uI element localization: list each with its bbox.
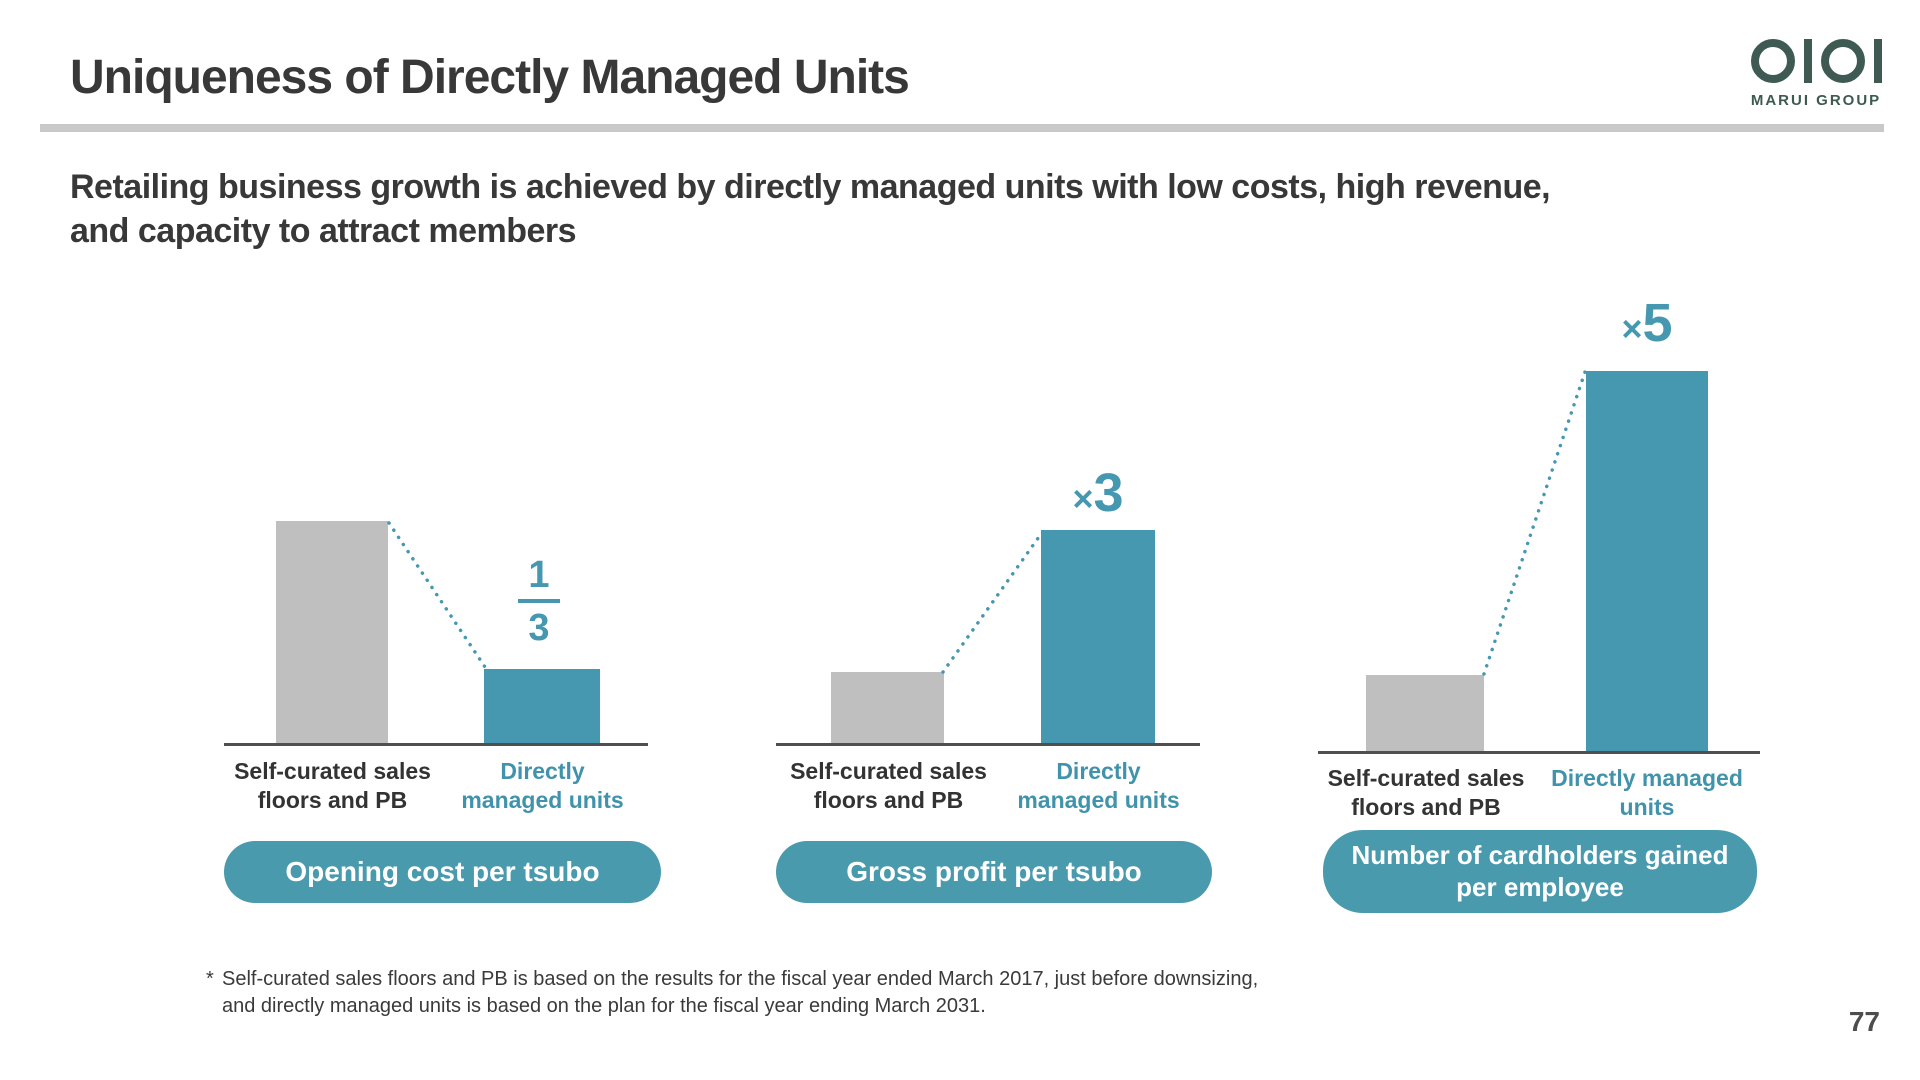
chart2-title: Gross profit per tsubo [846,856,1142,887]
footnote: * Self-curated sales floors and PB is ba… [206,966,1258,1020]
label-line: Self-curated sales [790,758,987,784]
chart3-axis-baseline [1318,751,1760,754]
label-line: Directly managed [1551,765,1743,791]
chart2-bar-self-curated [831,672,944,743]
chart2-label-directly-managed: Directly managed units [976,757,1221,815]
chart3-multiplier-x5: ×5 [1587,292,1707,354]
label-line: Directly [500,758,585,784]
footnote-line-2: and directly managed units is based on t… [222,995,986,1017]
chart3-bar-self-curated [1366,675,1484,751]
chart1-label-directly-managed: Directly managed units [420,757,665,815]
logo-brand-text: MARUI GROUP [1750,92,1882,109]
logo-circle-icon [1750,39,1795,83]
label-line: Self-curated sales [234,758,431,784]
chart3-title-line-1: Number of cardholders gained [1351,840,1729,871]
chart1-title-pill: Opening cost per tsubo [224,841,661,903]
chart2-bar-directly-managed [1041,530,1155,743]
multiplier-value: 5 [1642,293,1673,353]
label-line: Self-curated sales [1327,765,1525,791]
page-number: 77 [1848,1006,1880,1037]
marui-group-logo: MARUI GROUP [1750,38,1882,109]
multiplier-value: 3 [1093,463,1124,523]
chart1-label-self-curated: Self-curated sales floors and PB [210,757,455,815]
logo-bar-icon [1803,39,1812,83]
multiplier-sign: × [1621,308,1643,349]
label-line: managed units [461,786,624,813]
page-title: Uniqueness of Directly Managed Units [70,51,910,104]
chart1-bar-directly-managed [484,669,600,743]
label-line: managed units [1017,786,1180,813]
chart3-bar-directly-managed [1586,371,1708,751]
label-line: floors and PB [257,786,408,813]
label-line: units [1619,793,1675,820]
chart2-title-pill: Gross profit per tsubo [776,841,1212,903]
chart3-trend-dotted-line [1482,367,1588,676]
footnote-asterisk: * [206,968,214,990]
fraction-denominator: 3 [528,607,550,649]
subtitle-line-2: and capacity to attract members [70,211,577,250]
fraction-numerator: 1 [528,554,550,596]
label-line: Directly [1056,758,1141,784]
oioi-logo-icon [1750,38,1882,84]
chart1-fraction-one-third: 1 3 [506,556,572,647]
chart1-bar-self-curated [276,521,388,743]
label-line: floors and PB [1351,793,1501,820]
multiplier-sign: × [1072,478,1094,519]
footnote-text: Self-curated sales floors and PB is base… [222,966,1258,1020]
chart3-title-pill: Number of cardholders gained per employe… [1323,830,1757,913]
chart3-label-self-curated: Self-curated sales floors and PB [1302,764,1550,822]
logo-bar-icon [1873,39,1882,83]
chart1-trend-dotted-line [387,521,487,669]
footnote-line-1: Self-curated sales floors and PB is base… [222,968,1259,990]
chart1-axis-baseline [224,743,648,746]
chart1-title: Opening cost per tsubo [285,856,600,887]
chart3-title-line-2: per employee [1456,871,1624,902]
chart2-axis-baseline [776,743,1200,746]
slide-subtitle: Retailing business growth is achieved by… [70,166,1551,253]
chart3-label-directly-managed: Directly managed units [1514,764,1780,822]
logo-circle-icon [1820,39,1865,83]
chart2-trend-dotted-line [941,532,1043,674]
label-line: floors and PB [813,786,964,813]
subtitle-line-1: Retailing business growth is achieved by… [70,168,1551,206]
fraction-bar [518,599,560,603]
chart2-multiplier-x3: ×3 [1038,462,1158,524]
chart2-label-self-curated: Self-curated sales floors and PB [766,757,1011,815]
header-divider [40,124,1884,132]
